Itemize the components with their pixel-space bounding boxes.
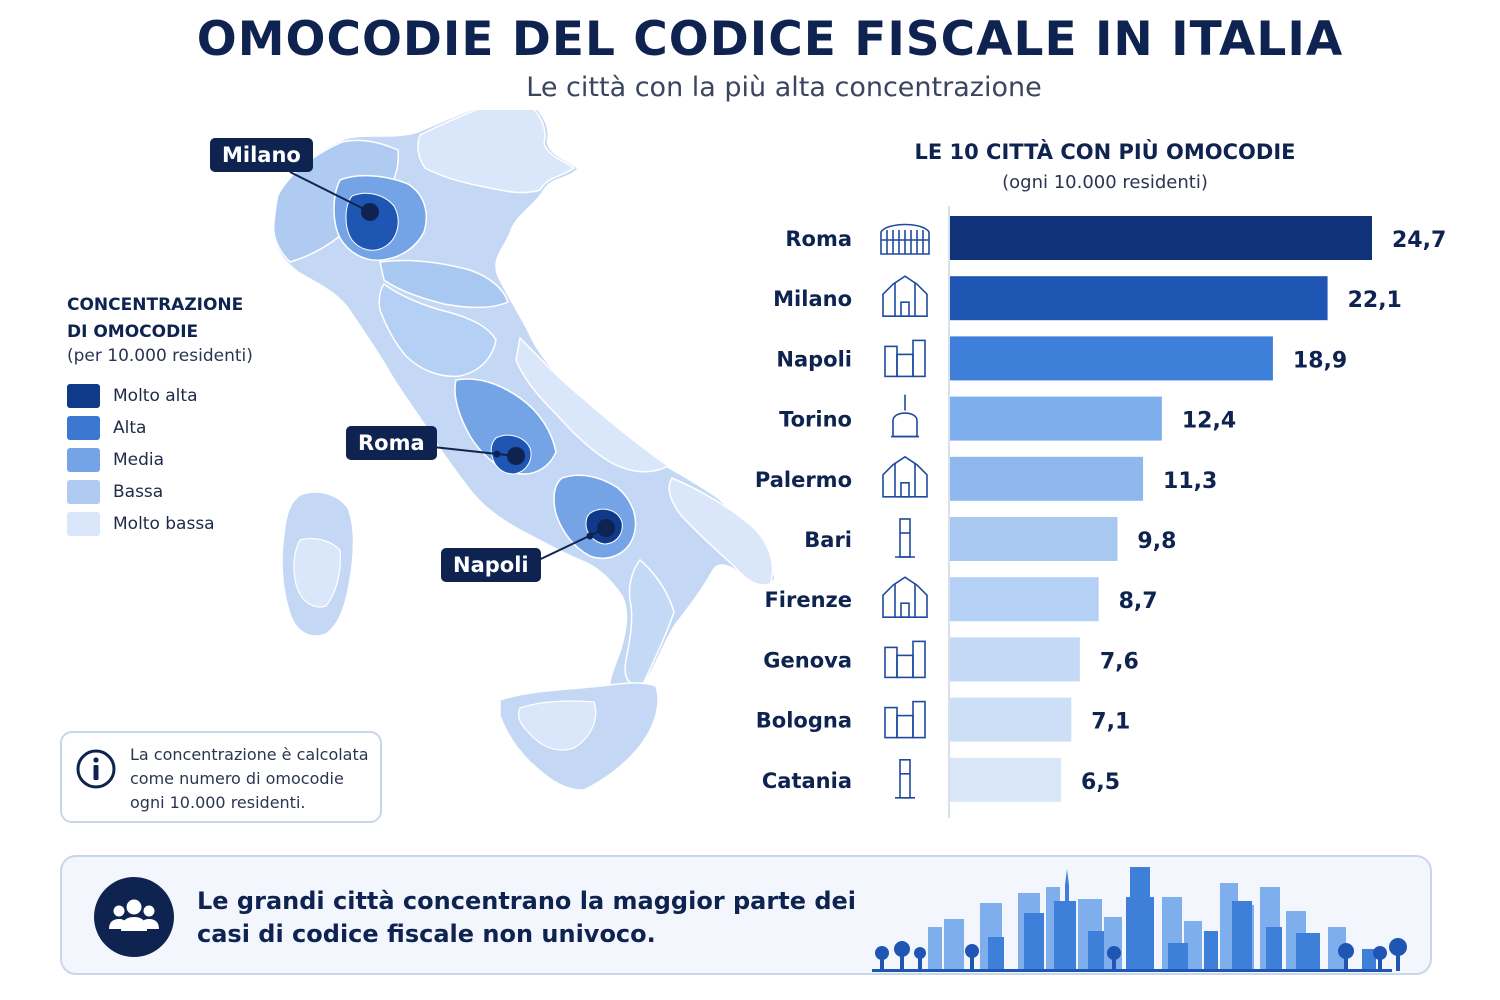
data-label: 6,5 (1081, 770, 1120, 795)
legend-label: Alta (113, 418, 147, 438)
footer-banner: Le grandi città concentrano la maggior p… (60, 855, 1432, 975)
roma-marker (507, 447, 525, 465)
milano-callout-line (289, 171, 371, 213)
data-label: 22,1 (1348, 288, 1402, 313)
legend-label: Media (113, 450, 165, 470)
roma-marker-small (493, 450, 501, 458)
italy-map (272, 110, 776, 791)
data-label: 8,7 (1119, 589, 1158, 614)
category-label: Bari (804, 528, 852, 552)
bar (950, 517, 1118, 561)
sardinia-region-2 (293, 537, 341, 608)
category-label: Genova (763, 648, 852, 672)
legend-item: Media (67, 444, 253, 476)
info-box: La concentrazione è calcolata come numer… (60, 731, 382, 823)
category-label: Palermo (755, 468, 852, 492)
tuscany-region (378, 282, 497, 378)
legend-item: Alta (67, 412, 253, 444)
roma-callout-line (423, 445, 517, 457)
palermo-cathedral-icon (882, 455, 928, 498)
bar (950, 336, 1273, 381)
legend-item: Molto bassa (67, 508, 253, 540)
legend-swatch (67, 384, 100, 408)
callout-roma: Roma (346, 426, 437, 460)
chart-title: LE 10 CITTÀ CON PIÙ OMOCODIE (914, 140, 1296, 164)
legend-swatch (67, 512, 100, 536)
castel-napoli-icon (884, 339, 926, 378)
callout-napoli: Napoli (441, 548, 541, 582)
florence-duomo-icon (882, 576, 928, 619)
legend-item: Bassa (67, 476, 253, 508)
legend-subtitle: (per 10.000 residenti) (67, 346, 253, 366)
page-title: OMOCODIE DEL CODICE FISCALE IN ITALIA (196, 12, 1344, 67)
legend-label: Molto bassa (113, 514, 215, 534)
legend-swatch (67, 448, 100, 472)
napoli-marker (597, 519, 615, 537)
data-label: 7,6 (1100, 649, 1139, 674)
milano-marker (361, 203, 379, 221)
page-subtitle: Le città con la più alta concentrazione (526, 72, 1042, 103)
data-label: 18,9 (1293, 348, 1347, 373)
legend-label: Bassa (113, 482, 164, 502)
city-skyline-icon (872, 867, 1407, 972)
sicily-region-2 (517, 700, 597, 751)
category-label: Napoli (776, 347, 852, 371)
colosseum-icon (880, 223, 930, 255)
category-label: Torino (779, 408, 852, 432)
emilia-region (379, 259, 509, 309)
info-icon (76, 749, 116, 789)
bar (950, 276, 1328, 321)
callout-milano: Milano (210, 138, 313, 172)
bar (950, 456, 1144, 501)
info-text: La concentrazione è calcolata come numer… (130, 745, 369, 812)
lanterna-genova-icon (884, 640, 926, 679)
bar (950, 396, 1162, 441)
legend-label: Molto alta (113, 386, 198, 406)
data-label: 11,3 (1163, 469, 1217, 494)
category-label: Roma (785, 227, 852, 251)
bar (950, 577, 1099, 622)
legend-swatch (67, 416, 100, 440)
bari-basilica-icon (895, 518, 915, 558)
category-label: Catania (762, 769, 852, 793)
category-label: Firenze (764, 588, 852, 612)
legend-swatch (67, 480, 100, 504)
legend-title-line2: DI OMOCODIE (67, 322, 199, 342)
map-legend: CONCENTRAZIONE DI OMOCODIE (per 10.000 r… (67, 292, 253, 540)
napoli-marker-small (586, 532, 594, 540)
chart-subtitle: (ogni 10.000 residenti) (1002, 172, 1208, 193)
people-group-icon (94, 877, 174, 957)
data-label: 12,4 (1182, 409, 1236, 434)
catania-gate-icon (895, 758, 915, 799)
duomo-milano-icon (882, 275, 928, 318)
footer-text: Le grandi città concentrano la maggior p… (197, 887, 857, 948)
bar (950, 697, 1072, 742)
category-label: Milano (773, 287, 852, 311)
two-towers-bologna-icon (884, 700, 926, 739)
north-east-region (417, 110, 576, 194)
data-label: 7,1 (1091, 710, 1130, 735)
bar (950, 216, 1372, 260)
category-label: Bologna (756, 709, 852, 733)
legend-item: Molto alta (67, 380, 253, 412)
puglia-region (668, 477, 774, 586)
data-label: 9,8 (1137, 529, 1176, 554)
mole-antonelliana-icon (891, 394, 919, 438)
data-label: 24,7 (1392, 228, 1446, 253)
adriatic-region (515, 336, 670, 473)
bar (950, 637, 1080, 682)
legend-title-line1: CONCENTRAZIONE (67, 295, 244, 315)
bar (950, 757, 1062, 802)
